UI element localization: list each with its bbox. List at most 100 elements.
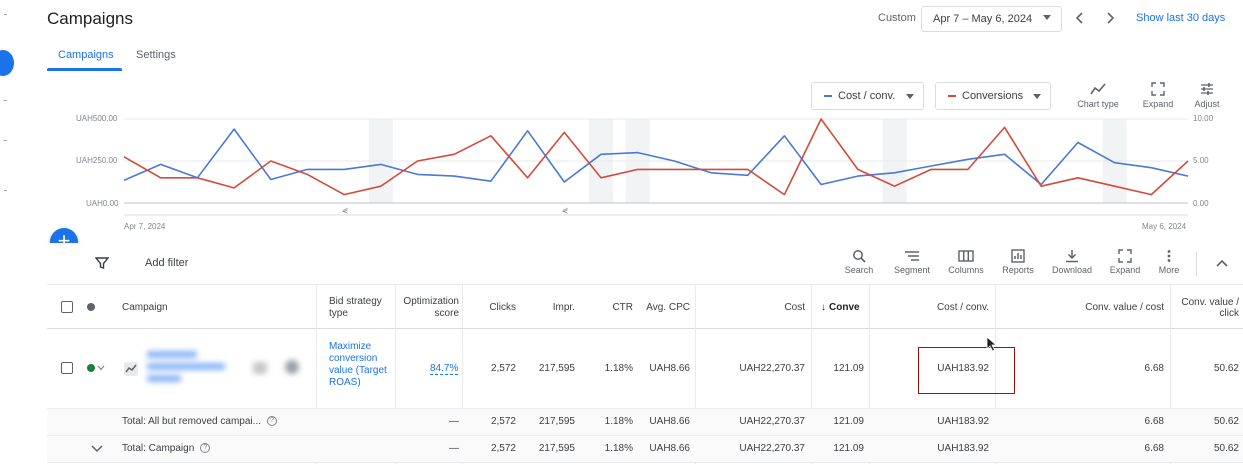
cost-value: UAH22,270.37 bbox=[739, 363, 805, 374]
help-icon[interactable]: ? bbox=[200, 443, 211, 454]
help-icon[interactable]: ? bbox=[266, 416, 277, 427]
status-enabled-dot[interactable] bbox=[87, 364, 95, 372]
filter-icon[interactable] bbox=[95, 256, 109, 270]
header-conversions[interactable]: ↓ Conve bbox=[821, 285, 881, 330]
toolbar-label: Download bbox=[1051, 265, 1093, 275]
edit-icon[interactable] bbox=[253, 362, 267, 374]
more-vert-icon bbox=[1167, 250, 1171, 262]
bid-strategy-link[interactable]: Maximize conversion value (Target ROAS) bbox=[329, 341, 387, 388]
opt-score-value: — bbox=[449, 416, 459, 427]
segment-icon bbox=[905, 251, 919, 261]
y-right-tick: 10.00 bbox=[1193, 114, 1214, 123]
totals-label: Total: All but removed campai...? bbox=[122, 416, 277, 427]
series-line-conversions bbox=[123, 118, 1189, 196]
more-button[interactable]: More bbox=[1146, 249, 1192, 275]
tab-settings[interactable]: Settings bbox=[136, 49, 176, 61]
reports-button[interactable]: Reports bbox=[995, 249, 1041, 275]
chart-tool-label: Expand bbox=[1142, 99, 1174, 109]
sort-arrow-down-icon: ↓ bbox=[821, 302, 826, 313]
annotation-marker-icon: ⋞ bbox=[342, 206, 349, 215]
chart-tool-label: Adjust bbox=[1194, 99, 1220, 109]
download-button[interactable]: Download bbox=[1049, 249, 1095, 275]
avg-cpc-value: UAH8.66 bbox=[649, 443, 690, 454]
annotation-marker-icon: ⋞ bbox=[562, 206, 569, 215]
ctr-value: 1.18% bbox=[604, 416, 633, 427]
campaign-action-icon[interactable] bbox=[285, 360, 299, 374]
rail-tick bbox=[4, 190, 7, 191]
active-tab-underline bbox=[47, 68, 122, 71]
header-cost[interactable]: Cost bbox=[784, 302, 805, 313]
series-swatch bbox=[824, 95, 832, 97]
chevron-up-icon[interactable] bbox=[1215, 258, 1229, 268]
conv-value-cost-value: 6.68 bbox=[1144, 363, 1164, 374]
chevron-left-icon[interactable] bbox=[1071, 9, 1089, 27]
toolbar-label: Segment bbox=[893, 265, 931, 275]
table-expand-button[interactable]: Expand bbox=[1102, 249, 1148, 275]
highlight-annotation-box bbox=[918, 347, 1015, 394]
row-checkbox[interactable] bbox=[61, 362, 73, 374]
table-toolbar bbox=[47, 243, 1243, 283]
table-row[interactable]: Maximize conversion value (Target ROAS) … bbox=[47, 329, 1243, 409]
header-bid-strategy[interactable]: Bid strategy type bbox=[329, 295, 382, 319]
rail-active-indicator[interactable] bbox=[0, 50, 14, 76]
optimization-score-value[interactable]: 84.7% bbox=[430, 363, 459, 375]
header-ctr[interactable]: CTR bbox=[612, 302, 633, 313]
clicks-value: 2,572 bbox=[490, 443, 516, 454]
header-optimization-score[interactable]: Optimization score bbox=[403, 295, 459, 319]
totals-label-text: Total: Campaign bbox=[122, 443, 195, 454]
conversions-value: 121.09 bbox=[833, 363, 864, 374]
header-avg-cpc[interactable]: Avg. CPC bbox=[646, 302, 690, 313]
chevron-down-icon[interactable] bbox=[91, 445, 103, 453]
chevron-right-icon[interactable] bbox=[1101, 9, 1119, 27]
metric-selector-conversions[interactable]: Conversions bbox=[935, 82, 1051, 110]
rail-tick bbox=[4, 140, 7, 141]
add-filter-button[interactable]: Add filter bbox=[145, 257, 189, 269]
show-last-30-days-link[interactable]: Show last 30 days bbox=[1136, 12, 1226, 24]
y-left-tick: UAH0.00 bbox=[86, 199, 119, 208]
page-title: Campaigns bbox=[47, 9, 133, 28]
header-conv-value-cost[interactable]: Conv. value / cost bbox=[1085, 302, 1164, 313]
segment-button[interactable]: Segment bbox=[889, 249, 935, 275]
header-clicks[interactable]: Clicks bbox=[489, 302, 516, 313]
tune-icon bbox=[1201, 83, 1213, 95]
date-range-picker[interactable]: Apr 7 – May 6, 2024 bbox=[921, 6, 1062, 32]
header-cost-per-conv[interactable]: Cost / conv. bbox=[936, 302, 989, 313]
select-all-checkbox[interactable] bbox=[61, 301, 73, 313]
header-conv-value-click[interactable]: Conv. value / click bbox=[1181, 296, 1239, 319]
clicks-value: 2,572 bbox=[490, 363, 516, 374]
header-campaign[interactable]: Campaign bbox=[122, 302, 168, 313]
header-conversions-label: Conve bbox=[829, 302, 860, 313]
status-header-dot bbox=[87, 303, 95, 311]
x-start-tick: Apr 7, 2024 bbox=[124, 222, 166, 231]
search-button[interactable]: Search bbox=[836, 249, 882, 275]
series-swatch bbox=[948, 95, 956, 97]
chevron-down-icon bbox=[1043, 15, 1051, 20]
header-impressions[interactable]: Impr. bbox=[552, 302, 575, 313]
avg-cpc-value: UAH8.66 bbox=[649, 416, 690, 427]
conv-value-click-value: 50.62 bbox=[1213, 443, 1239, 454]
chart-type-button[interactable]: Chart type bbox=[1073, 82, 1123, 109]
column-divider bbox=[316, 284, 317, 464]
series-line-cost-conv- bbox=[123, 128, 1189, 186]
rail-tick bbox=[4, 14, 7, 15]
columns-button[interactable]: Columns bbox=[943, 249, 989, 275]
custom-label: Custom bbox=[878, 12, 916, 24]
metric-selector-cost-per-conv[interactable]: Cost / conv. bbox=[811, 82, 924, 110]
chevron-down-icon[interactable] bbox=[97, 365, 105, 371]
columns-icon bbox=[958, 250, 974, 262]
toolbar-label: Search bbox=[844, 265, 874, 275]
totals-label-text: Total: All but removed campai... bbox=[122, 416, 261, 427]
chevron-down-icon bbox=[906, 94, 914, 99]
y-right-tick: 0.00 bbox=[1193, 199, 1209, 208]
chart-expand-button[interactable]: Expand bbox=[1133, 82, 1183, 109]
cost-per-conv-value: UAH183.92 bbox=[937, 443, 989, 454]
expand-icon bbox=[1118, 249, 1132, 263]
campaign-name-redacted[interactable] bbox=[147, 349, 229, 389]
conv-value-cost-value: 6.68 bbox=[1144, 443, 1164, 454]
toolbar-label: More bbox=[1158, 265, 1180, 275]
tab-campaigns[interactable]: Campaigns bbox=[58, 49, 114, 61]
toolbar-label: Expand bbox=[1109, 265, 1141, 275]
chart-adjust-button[interactable]: Adjust bbox=[1182, 82, 1232, 109]
cost-value: UAH22,270.37 bbox=[739, 443, 805, 454]
column-divider bbox=[811, 284, 812, 464]
